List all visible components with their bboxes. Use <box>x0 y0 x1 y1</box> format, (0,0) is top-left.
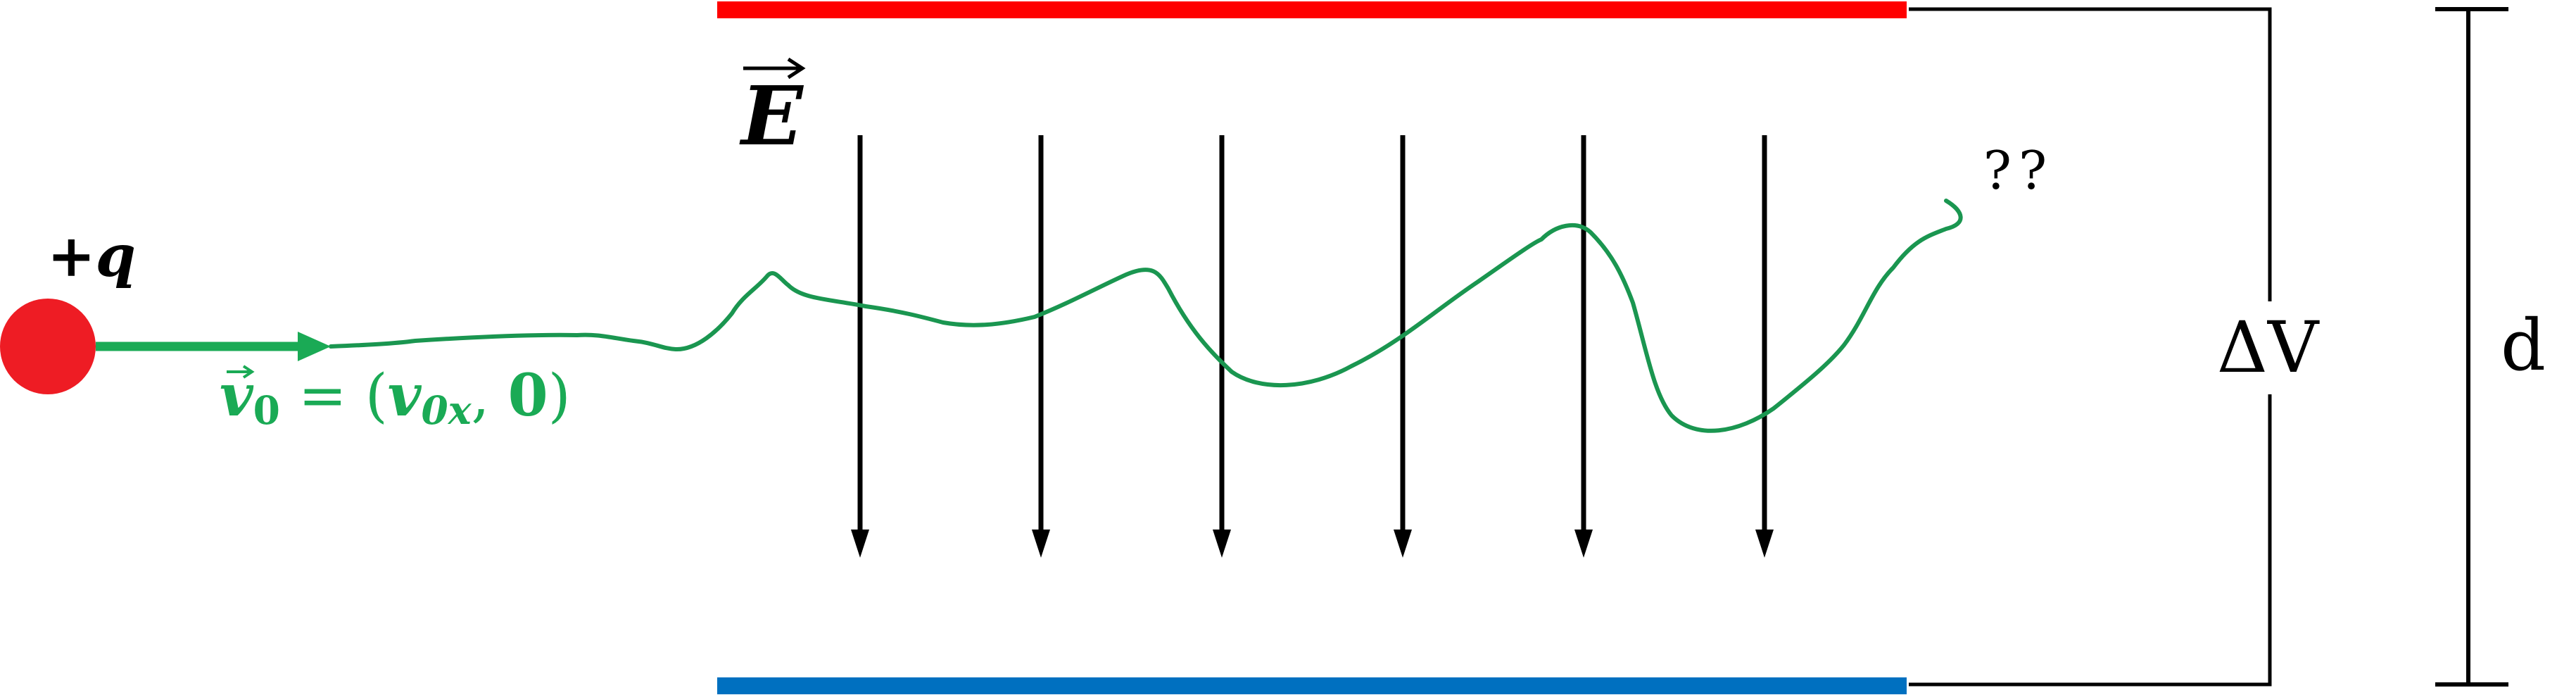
particle-trajectory <box>329 199 1963 433</box>
distance-label: d <box>2501 304 2546 387</box>
field-arrow <box>1394 135 1412 558</box>
velocity-subscript-zero: 0 <box>253 387 280 433</box>
velocity-comma: , <box>472 363 508 430</box>
electric-field-label: E <box>739 69 804 164</box>
field-arrow <box>1574 135 1593 558</box>
charged-particle <box>0 299 96 394</box>
velocity-x-subscript: 0x <box>421 387 472 433</box>
bottom-plate-negative <box>717 677 1907 694</box>
velocity-symbol: v <box>220 362 254 430</box>
field-arrow <box>851 135 869 558</box>
unknown-trajectory-label: ?? <box>1983 139 2054 201</box>
charge-label: +q <box>47 223 136 290</box>
circuit-wire <box>1909 7 2272 687</box>
top-plate-positive <box>717 1 1907 18</box>
field-arrow <box>1032 135 1050 558</box>
initial-velocity-arrow <box>96 332 331 361</box>
potential-difference-label: ΔV <box>2217 306 2320 389</box>
velocity-equals: = ( <box>280 363 388 430</box>
svg-text:v0 = (v0x, 0): v0 = (v0x, 0) <box>220 362 571 433</box>
velocity-label: v0 = (v0x, 0) <box>220 362 571 433</box>
velocity-y-zero: 0 <box>508 362 548 430</box>
velocity-close-paren: ) <box>548 363 571 430</box>
field-arrow <box>1213 135 1231 558</box>
field-arrow <box>1755 135 1774 558</box>
distance-dimension-line <box>2435 7 2508 687</box>
electric-field-arrows <box>851 135 1774 558</box>
field-vector-label: E <box>739 57 806 164</box>
velocity-x-symbol: v <box>388 362 422 430</box>
